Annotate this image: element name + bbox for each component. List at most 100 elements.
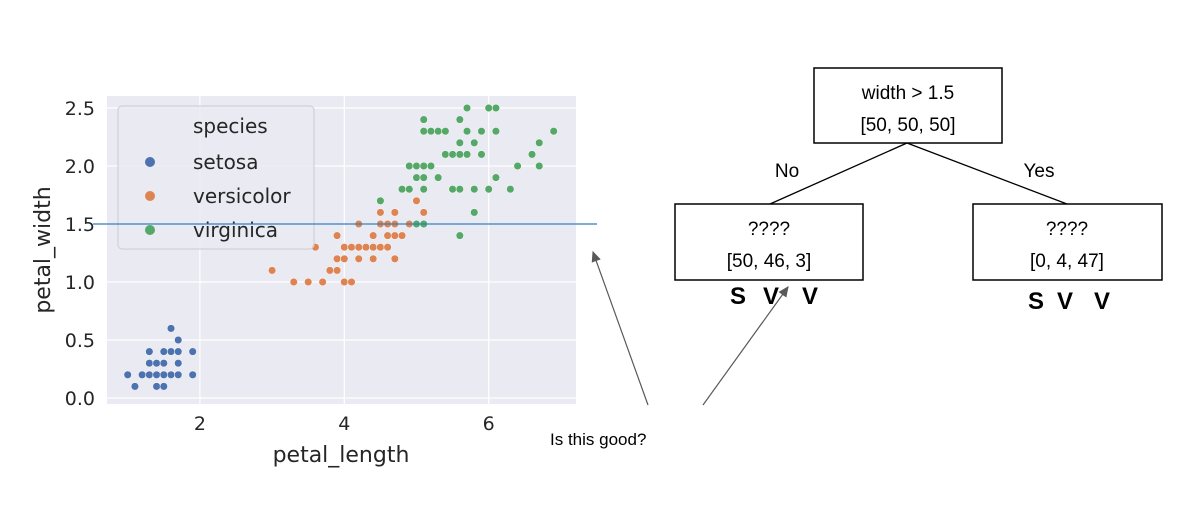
point-virginica — [527, 150, 537, 159]
point-virginica — [405, 185, 414, 194]
point-setosa — [152, 359, 161, 368]
y-tick-label: 0.5 — [65, 330, 95, 352]
point-setosa — [123, 370, 132, 379]
y-tick-label: 0.0 — [65, 388, 95, 410]
point-virginica — [491, 173, 500, 182]
point-versicolor — [347, 243, 356, 252]
point-virginica — [535, 161, 544, 171]
point-setosa — [174, 370, 183, 379]
point-virginica — [398, 185, 407, 194]
question-text: Is this good? — [550, 430, 646, 449]
edge-yes-label: Yes — [1024, 161, 1055, 182]
x-tick-label: 6 — [483, 413, 495, 435]
edge-yes — [906, 142, 1068, 205]
point-virginica — [462, 150, 472, 159]
edge-no — [769, 142, 908, 205]
point-virginica — [462, 103, 472, 113]
point-versicolor — [361, 243, 371, 252]
point-virginica — [455, 115, 464, 124]
left-class-v-virginica: V — [802, 283, 818, 310]
point-versicolor — [340, 277, 349, 287]
point-setosa — [159, 347, 168, 356]
point-versicolor — [304, 277, 313, 287]
point-setosa — [166, 347, 176, 356]
point-versicolor — [390, 231, 399, 240]
point-virginica — [484, 103, 493, 113]
left-class-v-versicolor: V — [763, 283, 779, 310]
right-class-v-versicolor: V — [1057, 288, 1073, 315]
point-versicolor — [419, 208, 428, 217]
point-versicolor — [340, 254, 349, 263]
point-virginica — [513, 161, 522, 171]
point-virginica — [412, 173, 421, 182]
left-node — [674, 203, 864, 281]
point-setosa — [152, 370, 161, 379]
point-virginica — [535, 138, 544, 147]
legend-box — [117, 105, 315, 250]
point-versicolor — [318, 277, 327, 287]
arrow-to-threshold — [591, 250, 649, 406]
point-setosa — [166, 324, 176, 333]
point-versicolor — [333, 231, 342, 240]
point-setosa — [145, 370, 154, 379]
point-virginica — [412, 161, 421, 171]
y-tick-label: 2.0 — [65, 156, 95, 178]
point-setosa — [188, 347, 197, 356]
point-setosa — [159, 370, 168, 379]
legend-marker-virginica — [145, 225, 155, 235]
point-versicolor — [390, 254, 399, 263]
point-versicolor — [333, 266, 342, 275]
point-versicolor — [376, 208, 385, 217]
point-versicolor — [369, 254, 378, 263]
decision-tree: No Yes width > 1.5 [50, 50, 50] ???? [50… — [674, 67, 1163, 315]
point-virginica — [455, 185, 464, 194]
point-setosa — [166, 370, 176, 379]
point-virginica — [441, 150, 450, 159]
point-virginica — [434, 127, 443, 136]
point-virginica — [491, 103, 500, 113]
point-setosa — [174, 359, 183, 368]
right-counts: [0, 4, 47] — [1030, 251, 1104, 272]
point-versicolor — [354, 243, 363, 252]
x-tick-label: 4 — [338, 413, 350, 435]
point-setosa — [152, 382, 161, 391]
right-class-v-virginica: V — [1094, 288, 1110, 315]
point-virginica — [426, 161, 435, 171]
point-virginica — [470, 138, 479, 147]
point-versicolor — [383, 231, 392, 240]
point-virginica — [405, 161, 414, 171]
scatter-plot: 2 4 6 0.0 0.5 1.0 1.5 2.0 2.5 petal_length petal… — [31, 96, 597, 468]
y-tick-label: 1.0 — [65, 272, 95, 294]
point-setosa — [138, 370, 147, 379]
point-setosa — [145, 347, 154, 356]
point-versicolor — [369, 243, 378, 252]
point-virginica — [491, 127, 500, 136]
point-setosa — [159, 382, 168, 391]
point-versicolor — [376, 243, 385, 252]
x-tick-label: 2 — [194, 413, 206, 435]
point-setosa — [159, 359, 168, 368]
legend-marker-setosa — [145, 157, 155, 167]
point-versicolor — [333, 254, 342, 263]
point-versicolor — [398, 231, 407, 240]
point-virginica — [441, 127, 450, 136]
point-setosa — [130, 382, 139, 391]
point-virginica — [426, 127, 435, 136]
data-points — [123, 103, 558, 391]
y-tick-label: 2.5 — [65, 98, 95, 120]
point-virginica — [477, 127, 486, 136]
right-class-s: S — [1028, 288, 1044, 315]
point-setosa — [145, 359, 154, 368]
point-versicolor — [369, 231, 378, 240]
point-virginica — [419, 185, 428, 194]
point-setosa — [188, 370, 197, 379]
point-virginica — [434, 173, 443, 182]
legend: species setosa versicolor virginica — [117, 105, 315, 250]
root-counts: [50, 50, 50] — [860, 115, 955, 136]
point-virginica — [506, 185, 515, 194]
point-versicolor — [268, 266, 277, 275]
y-axis-label: petal_width — [31, 186, 56, 313]
point-virginica — [455, 138, 464, 147]
point-virginica — [419, 127, 428, 136]
